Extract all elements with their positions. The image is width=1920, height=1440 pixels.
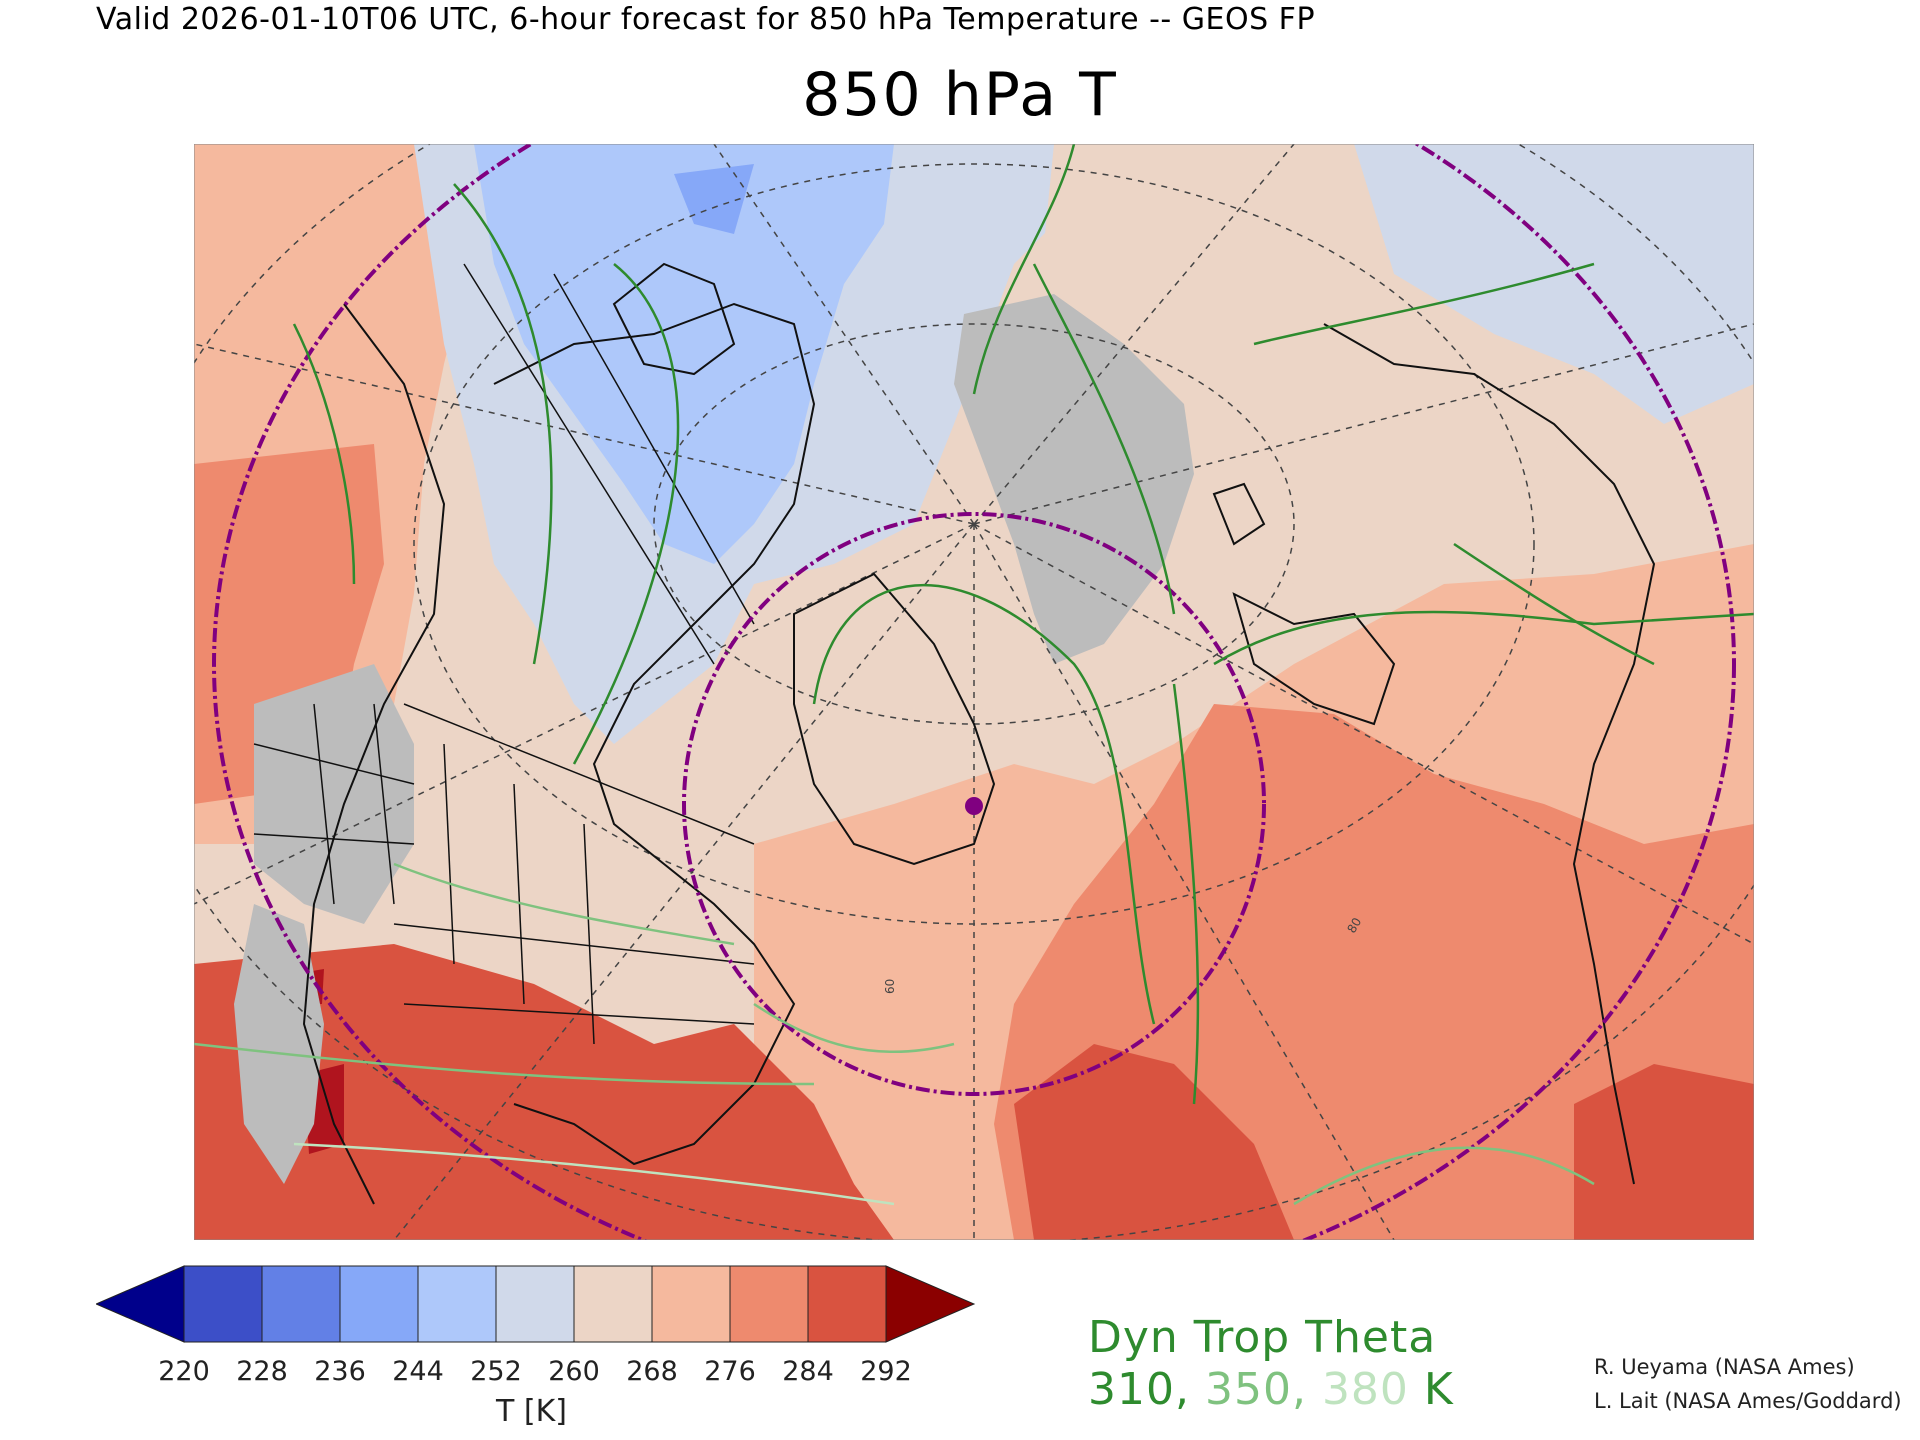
credit-line: R. Ueyama (NASA Ames) — [1594, 1355, 1855, 1379]
temperature-map-svg: 60 80 — [194, 144, 1754, 1240]
coastlines — [302, 262, 1656, 1205]
map-title: 850 hPa T — [802, 60, 1118, 130]
colorbar-low-arrow — [94, 1265, 185, 1343]
credits: R. Ueyama (NASA Ames) L. Lait (NASA Ames… — [1594, 1350, 1902, 1418]
greenland-terrain — [954, 294, 1194, 664]
temperature-colorbar — [94, 1264, 976, 1344]
colorbar-bin-252 — [495, 1265, 575, 1343]
colorbar-high-arrow — [885, 1265, 976, 1343]
trop-level-380: 380 — [1321, 1364, 1409, 1415]
temp-band-siberia-light — [1354, 144, 1754, 424]
colorbar-label: 220 — [158, 1356, 210, 1387]
colorbar-label: 228 — [236, 1356, 288, 1387]
trop-theta-legend-levels: 310, 350, 380 K — [1088, 1364, 1454, 1415]
temp-band-subtropic-red — [1014, 1044, 1294, 1240]
colorbar-bin-228 — [261, 1265, 341, 1343]
colorbar-label: 236 — [314, 1356, 366, 1387]
colorbar-units: T [K] — [496, 1394, 567, 1429]
latitude-tick-label-60: 60 — [883, 979, 897, 994]
colorbar-bin-276 — [729, 1265, 809, 1343]
colorbar-labels: 220 228 236 244 252 260 268 276 284 292 — [0, 1356, 1000, 1396]
flight-range-circles — [212, 144, 1736, 1240]
colorbar-label: 276 — [704, 1356, 756, 1387]
colorbar-bin-236 — [339, 1265, 419, 1343]
trop-level-310: 310, — [1088, 1364, 1205, 1415]
colorbar-bin-268 — [651, 1265, 731, 1343]
colorbar-label: 252 — [470, 1356, 522, 1387]
temp-band-arctic-cold — [474, 144, 894, 564]
trop-theta-legend-title: Dyn Trop Theta — [1088, 1312, 1437, 1363]
valid-time-header: Valid 2026-01-10T06 UTC, 6-hour forecast… — [96, 2, 1316, 37]
trop-level-unit: K — [1408, 1364, 1454, 1415]
colorbar-label: 244 — [392, 1356, 444, 1387]
colorbar-label: 260 — [548, 1356, 600, 1387]
colorbar-label: 292 — [860, 1356, 912, 1387]
temp-band-south-red — [194, 944, 894, 1240]
mexico-terrain — [234, 904, 324, 1184]
colorbar-bin-284 — [807, 1265, 887, 1343]
colorbar-label: 284 — [782, 1356, 834, 1387]
base-location-marker[interactable] — [965, 797, 983, 815]
trop-level-350: 350, — [1204, 1364, 1322, 1415]
credit-line: L. Lait (NASA Ames/Goddard) — [1594, 1389, 1902, 1413]
political-borders — [253, 263, 755, 1045]
colorbar-bin-220 — [183, 1265, 263, 1343]
colorbar-bin-260 — [573, 1265, 653, 1343]
colorbar-label: 268 — [626, 1356, 678, 1387]
temp-band-arctic-colder — [674, 164, 754, 234]
trop-theta-contours — [194, 144, 1754, 1206]
forecast-map[interactable]: 60 80 — [194, 144, 1754, 1240]
longitude-tick-label-80: 80 — [1344, 915, 1364, 935]
colorbar-bin-244 — [417, 1265, 497, 1343]
colorbar-svg — [94, 1265, 976, 1343]
